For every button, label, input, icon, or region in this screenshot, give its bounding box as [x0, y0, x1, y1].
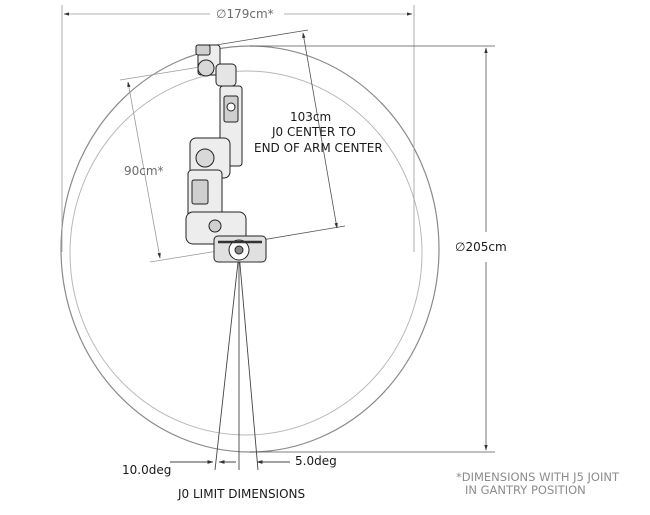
footnote-line-1: *DIMENSIONS WITH J5 JOINT	[456, 470, 620, 484]
j0-left-angle-label: 10.0deg	[122, 463, 172, 477]
robot-arm	[185, 44, 267, 263]
inner-envelope-circle	[69, 70, 423, 436]
height-dimension	[250, 45, 495, 453]
height-dimension-label: ∅205cm	[455, 240, 507, 254]
reach-dimension-label: 103cm	[290, 110, 332, 124]
width-dimension-label: ∅179cm*	[216, 7, 274, 21]
inner-reach-dimension-label: 90cm*	[124, 164, 164, 178]
footnote-line-2: IN GANTRY POSITION	[465, 483, 586, 497]
j0-limit-dimensions-title: J0 LIMIT DIMENSIONS	[178, 487, 306, 501]
reach-description-line-1: J0 CENTER TO	[272, 125, 356, 139]
reach-description-line-2: END OF ARM CENTER	[254, 141, 383, 155]
j0-right-angle-label: 5.0deg	[295, 454, 337, 468]
j0-limit-lines	[170, 252, 290, 471]
